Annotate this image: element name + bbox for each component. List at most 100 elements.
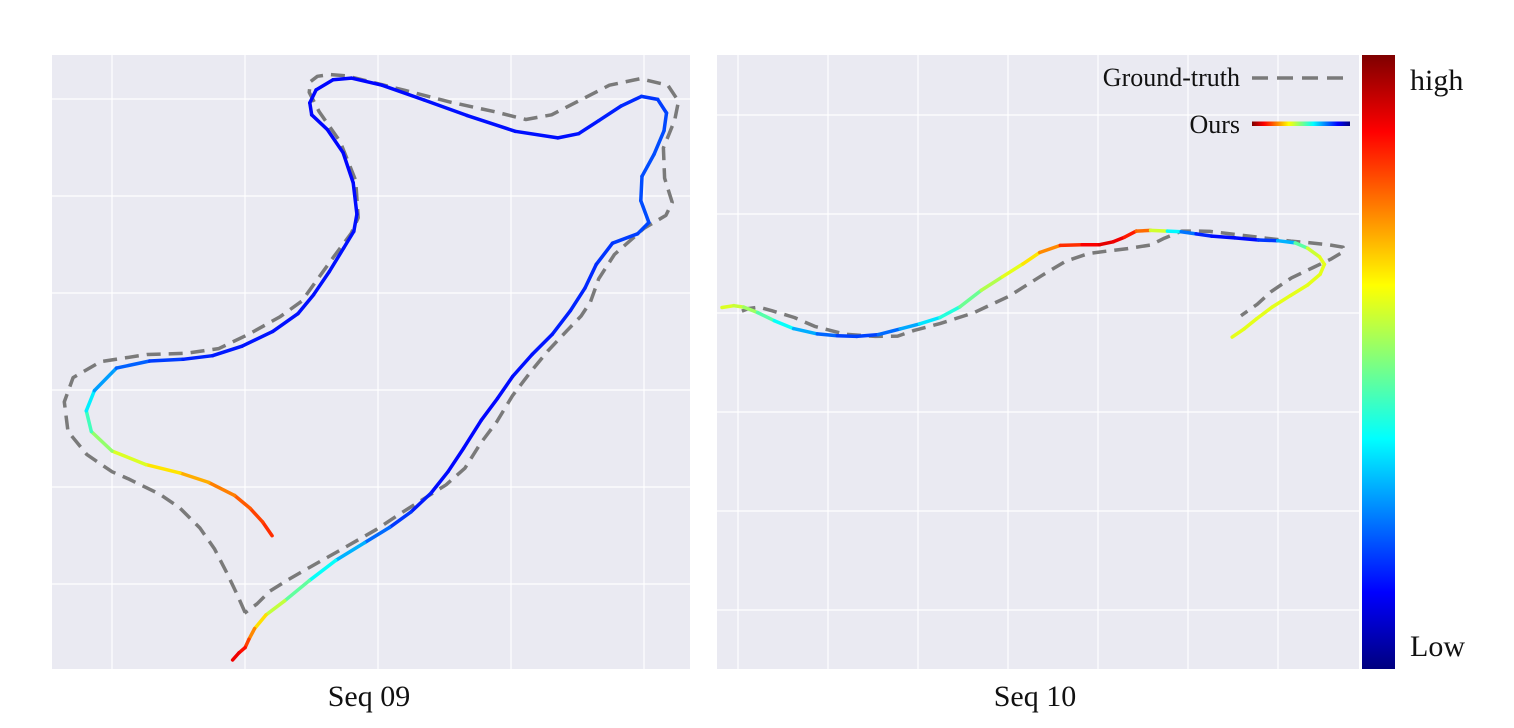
ours-segment-seq10-18 (1058, 242, 1084, 248)
ours-segment-seq09-65 (264, 599, 287, 617)
colorbar-gradient (1362, 55, 1395, 669)
ours-segment-seq09-17 (296, 292, 316, 316)
ours-segment-seq09-0 (260, 520, 274, 538)
ours-segment-seq09-4 (178, 471, 211, 485)
ours-segment-seq09-58 (429, 469, 450, 495)
ours-segment-seq10-31 (1275, 238, 1297, 245)
ours-segment-seq10-10 (898, 322, 922, 331)
ours-segment-seq09-42 (652, 129, 666, 157)
ours-segment-seq09-3 (206, 480, 237, 498)
legend-label-ground-truth: Ground-truth (1103, 63, 1240, 92)
ours-segment-seq09-60 (387, 510, 413, 530)
ours-segment-seq10-24 (1148, 228, 1170, 233)
ours-segment-seq09-43 (640, 152, 656, 179)
grid-seq10 (717, 55, 1359, 669)
ours-segment-seq09-29 (331, 76, 354, 82)
ground-truth-line-seq09 (62, 72, 681, 615)
panel-seq09: Seq 09 (52, 55, 690, 713)
ours-segment-seq10-35 (1318, 262, 1327, 277)
ours-segment-seq10-38 (1270, 293, 1292, 309)
ours-segment-seq10-5 (791, 326, 820, 336)
ours-segment-seq10-39 (1254, 305, 1274, 321)
ours-segment-seq09-10 (92, 366, 119, 393)
ours-segment-seq10-11 (917, 315, 942, 326)
ours-segment-seq10-28 (1209, 234, 1237, 240)
ours-segment-seq10-21 (1111, 235, 1127, 244)
ours-segment-seq10-4 (772, 318, 796, 331)
ours-segment-seq09-19 (327, 246, 346, 274)
ours-segment-seq09-35 (556, 131, 581, 140)
ours-segment-seq09-64 (282, 578, 311, 603)
ours-segment-seq09-47 (610, 232, 640, 245)
ours-segment-seq09-12 (147, 357, 185, 363)
ours-segment-seq09-27 (308, 88, 318, 105)
caption-seq09: Seq 09 (328, 680, 411, 713)
ours-segment-seq09-6 (110, 449, 148, 467)
ours-segment-seq09-59 (409, 491, 433, 514)
ours-segment-seq09-30 (349, 76, 384, 87)
ours-segment-seq10-9 (876, 327, 902, 337)
ours-segment-seq09-57 (446, 446, 466, 474)
ours-segment-seq09-25 (309, 113, 330, 132)
ours-segment-seq10-22 (1122, 229, 1139, 239)
ours-segment-seq10-30 (1256, 238, 1280, 243)
ours-segment-seq09-31 (380, 83, 426, 102)
ours-segment-seq09-40 (655, 97, 669, 115)
ours-segment-seq09-34 (513, 129, 560, 140)
ours-segment-seq09-13 (181, 353, 215, 362)
ours-segment-seq09-41 (662, 111, 669, 133)
ours-segment-seq10-0 (720, 303, 736, 310)
ours-segment-seq09-48 (594, 241, 615, 267)
ours-line-seq09 (84, 76, 669, 662)
ours-segment-seq09-67 (247, 626, 257, 642)
ours-segment-seq10-13 (958, 288, 983, 309)
ours-segment-seq09-70 (230, 651, 241, 662)
ours-segment-seq09-52 (530, 332, 554, 357)
ours-segment-seq09-14 (210, 344, 244, 358)
ours-segment-seq09-46 (635, 220, 651, 236)
ours-segment-seq09-33 (465, 113, 517, 134)
ours-segment-seq09-7 (89, 429, 114, 453)
panel-seq10: Seq 10 Ground-truth Ours (717, 55, 1359, 713)
ours-segment-seq09-1 (248, 506, 265, 524)
ours-segment-seq09-51 (550, 308, 573, 337)
ours-segment-seq09-39 (639, 94, 660, 102)
ours-segment-seq09-26 (308, 101, 314, 117)
legend: Ground-truth Ours (1103, 63, 1350, 139)
ours-segment-seq10-32 (1293, 241, 1310, 250)
ours-segment-seq10-36 (1305, 272, 1322, 287)
ours-segment-seq10-27 (1194, 232, 1214, 238)
ours-segment-seq10-26 (1179, 230, 1198, 236)
ours-segment-seq10-15 (1000, 262, 1025, 279)
ours-segment-seq10-17 (1037, 243, 1063, 255)
ours-segment-seq10-3 (755, 310, 777, 323)
ours-segment-seq10-12 (938, 305, 962, 320)
grid-seq09 (52, 55, 690, 669)
ours-segment-seq09-56 (461, 418, 484, 450)
legend-swatch-ours (1252, 121, 1350, 126)
ours-segment-seq10-25 (1165, 229, 1183, 234)
ours-segment-seq09-28 (314, 78, 335, 92)
ours-segment-seq10-20 (1097, 240, 1115, 247)
ours-segment-seq09-44 (639, 174, 644, 203)
ours-segment-seq09-49 (583, 262, 598, 290)
ours-segment-seq09-53 (510, 352, 534, 379)
legend-label-ours: Ours (1189, 110, 1240, 139)
ours-segment-seq09-21 (352, 212, 359, 234)
ours-segment-seq09-54 (495, 374, 515, 401)
ours-segment-seq09-5 (144, 462, 182, 475)
ours-segment-seq09-45 (639, 198, 651, 225)
ours-segment-seq09-20 (341, 229, 356, 250)
ours-segment-seq10-16 (1021, 250, 1042, 266)
ours-segment-seq09-15 (240, 329, 275, 348)
colorbar: high Low (1362, 55, 1465, 669)
ours-segment-seq09-18 (311, 269, 332, 297)
ours-segment-seq10-23 (1134, 228, 1153, 233)
ours-line-seq10 (720, 228, 1327, 339)
ours-segment-seq09-8 (84, 409, 94, 434)
ours-segment-seq09-37 (596, 104, 624, 123)
ground-truth-path-seq09 (62, 72, 681, 615)
ours-segment-seq09-38 (619, 94, 644, 108)
ours-segment-seq10-40 (1242, 317, 1259, 331)
